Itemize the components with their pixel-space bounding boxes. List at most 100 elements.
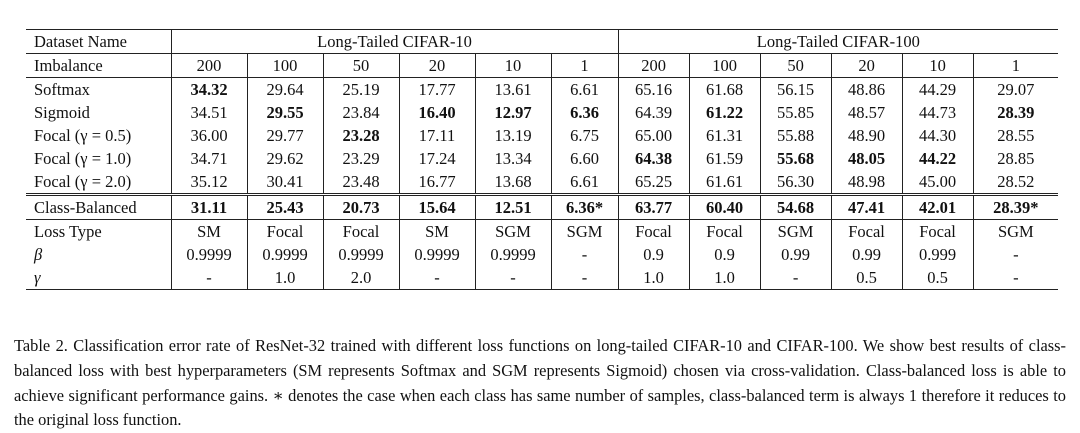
value-cell: 45.00	[901, 170, 974, 195]
value-cell: 31.11	[170, 193, 247, 220]
cell-value-best: 15.64	[418, 197, 456, 217]
cell-value-best: 6.36	[570, 102, 599, 122]
value-cell: 61.22	[688, 101, 761, 124]
value-cell: 54.68	[759, 193, 832, 220]
value-cell: Focal	[322, 219, 399, 243]
value-cell: 48.05	[830, 147, 903, 170]
cell-value-best: 42.01	[919, 197, 957, 217]
value-cell: 6.60	[550, 147, 619, 170]
value-cell: -	[972, 266, 1059, 290]
results-table: Dataset Name Long-Tailed CIFAR-10 Long-T…	[26, 29, 1059, 290]
value-cell: 55.85	[759, 101, 832, 124]
value-cell: 0.9999	[246, 243, 323, 266]
cell-value-best: 44.22	[919, 148, 957, 168]
row-label: Focal (γ = 2.0)	[34, 171, 132, 191]
value-cell: 13.19	[474, 124, 551, 147]
value-cell: 28.52	[972, 170, 1059, 195]
group-cifar100-header: Long-Tailed CIFAR-100	[617, 29, 1059, 54]
value-cell: 34.71	[170, 147, 247, 170]
value-cell: 36.00	[170, 124, 247, 147]
imbalance-cell: 1	[972, 53, 1059, 78]
cell-value-best: 64.38	[635, 148, 673, 168]
value-cell: 23.84	[322, 101, 399, 124]
value-cell: 23.29	[322, 147, 399, 170]
beta-row: β 0.9999 0.9999 0.9999 0.9999 0.9999 - 0…	[26, 243, 1059, 266]
cell-value-best: 16.40	[418, 102, 456, 122]
table-caption: Table 2. Classification error rate of Re…	[14, 336, 1066, 430]
table-row: Softmax 34.32 29.64 25.19 17.77 13.61 6.…	[26, 77, 1059, 101]
row-label: Softmax	[26, 77, 171, 101]
imbalance-cell: 20	[398, 53, 475, 78]
value-cell: 64.38	[617, 147, 690, 170]
value-cell: 61.59	[688, 147, 761, 170]
value-cell: 0.9999	[170, 243, 247, 266]
value-cell: 29.07	[972, 77, 1059, 101]
value-cell: 6.61	[550, 170, 619, 195]
group-cifar10-header: Long-Tailed CIFAR-10	[170, 29, 619, 54]
cell-value-best: 23.28	[342, 125, 380, 145]
cell-value-best: 48.05	[848, 148, 886, 168]
value-cell: 29.64	[246, 77, 323, 101]
table-row: Focal (γ = 0.5) 36.00 29.77 23.28 17.11 …	[26, 124, 1059, 147]
value-cell: -	[759, 266, 832, 290]
value-cell: 55.88	[759, 124, 832, 147]
value-cell: 13.68	[474, 170, 551, 195]
value-cell: 2.0	[322, 266, 399, 290]
value-cell: 56.30	[759, 170, 832, 195]
value-cell: 28.55	[972, 124, 1059, 147]
value-cell: SM	[170, 219, 247, 243]
row-label: Loss Type	[26, 219, 171, 243]
value-cell: 0.5	[830, 266, 903, 290]
imbalance-cell: 10	[901, 53, 974, 78]
value-cell: 0.99	[830, 243, 903, 266]
cell-value-best: 47.41	[848, 197, 886, 217]
value-cell: 65.16	[617, 77, 690, 101]
value-cell: SGM	[550, 219, 619, 243]
value-cell: 12.97	[474, 101, 551, 124]
imbalance-cell: 50	[759, 53, 832, 78]
value-cell: 0.9	[617, 243, 690, 266]
value-cell: -	[550, 243, 619, 266]
row-label: Focal (γ = 0.5)	[34, 125, 132, 145]
value-cell: 44.30	[901, 124, 974, 147]
table-row: Focal (γ = 2.0) 35.12 30.41 23.48 16.77 …	[26, 170, 1059, 195]
value-cell: 61.68	[688, 77, 761, 101]
row-label: γ	[26, 266, 171, 290]
value-cell: 61.31	[688, 124, 761, 147]
imbalance-cell: 100	[246, 53, 323, 78]
value-cell: 20.73	[322, 193, 399, 220]
value-cell: 0.9999	[474, 243, 551, 266]
value-cell: 0.5	[901, 266, 974, 290]
cell-value-best: 25.43	[266, 197, 304, 217]
value-cell: 13.34	[474, 147, 551, 170]
value-cell: 0.99	[759, 243, 832, 266]
value-cell: 44.22	[901, 147, 974, 170]
value-cell: 12.51	[474, 193, 551, 220]
value-cell: 47.41	[830, 193, 903, 220]
value-cell: 6.61	[550, 77, 619, 101]
cell-value-best: 63.77	[635, 197, 673, 217]
value-cell: 6.75	[550, 124, 619, 147]
cell-value-best: 31.11	[190, 197, 228, 217]
value-cell: 17.11	[398, 124, 475, 147]
value-cell: 25.19	[322, 77, 399, 101]
dataset-header-row: Dataset Name Long-Tailed CIFAR-10 Long-T…	[26, 29, 1059, 54]
imbalance-cell: 200	[170, 53, 247, 78]
cell-value-best: 28.39*	[993, 197, 1039, 217]
imbalance-cell: 50	[322, 53, 399, 78]
value-cell: Focal	[901, 219, 974, 243]
value-cell: 17.77	[398, 77, 475, 101]
cell-value-best: 61.22	[706, 102, 744, 122]
value-cell: 48.86	[830, 77, 903, 101]
value-cell: 48.90	[830, 124, 903, 147]
imbalance-cell: 200	[617, 53, 690, 78]
value-cell: 42.01	[901, 193, 974, 220]
value-cell: Focal	[617, 219, 690, 243]
value-cell: SGM	[759, 219, 832, 243]
value-cell: 25.43	[246, 193, 323, 220]
imbalance-cell: 1	[550, 53, 619, 78]
value-cell: Focal	[830, 219, 903, 243]
value-cell: 6.36	[550, 101, 619, 124]
value-cell: -	[398, 266, 475, 290]
value-cell: 35.12	[170, 170, 247, 195]
